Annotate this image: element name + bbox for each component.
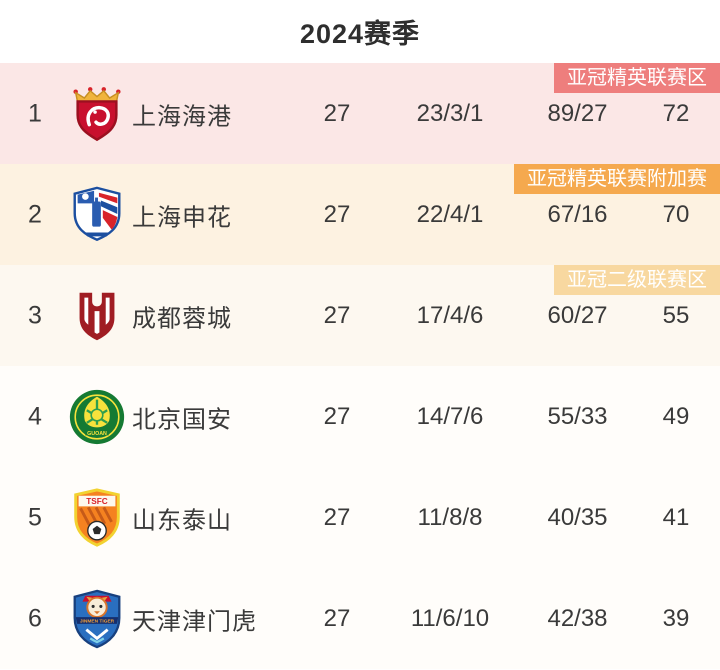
svg-text:JINMEN TIGER: JINMEN TIGER bbox=[80, 618, 115, 624]
win-draw-loss: 17/4/6 bbox=[416, 301, 484, 329]
points: 49 bbox=[662, 402, 690, 430]
goals-for-against: 42/38 bbox=[547, 604, 608, 632]
table-row[interactable]: 4 GUOAN 北京国安 27 14/7/6 55/33 49 bbox=[0, 366, 720, 467]
team-name: 上海海港 bbox=[132, 103, 232, 130]
goals-for-against: 60/27 bbox=[547, 301, 608, 329]
chengdu-rongcheng-logo-icon bbox=[66, 285, 128, 347]
svg-text:TSFC: TSFC bbox=[86, 496, 108, 505]
beijing-guoan-logo-icon: GUOAN bbox=[66, 386, 128, 448]
table-row[interactable]: 5 TSFC 山东泰山 27 11/8/8 40/35 41 bbox=[0, 467, 720, 568]
rank-cell: 2 bbox=[28, 200, 42, 228]
rank-cell: 1 bbox=[28, 99, 42, 127]
points: 70 bbox=[662, 200, 690, 228]
win-draw-loss: 22/4/1 bbox=[416, 200, 484, 228]
goals-for-against: 55/33 bbox=[547, 402, 608, 430]
table-row[interactable]: 亚冠精英联赛附加赛 2 上海申花 27 22/4/1 67/16 bbox=[0, 164, 720, 265]
rank-cell: 6 bbox=[28, 604, 42, 632]
points: 55 bbox=[662, 301, 690, 329]
page-header: 2024赛季 bbox=[0, 0, 720, 63]
rank-cell: 4 bbox=[28, 402, 42, 430]
team-name: 天津津门虎 bbox=[132, 608, 257, 635]
shanghai-shenhua-logo-icon bbox=[66, 184, 128, 246]
team-name: 山东泰山 bbox=[132, 507, 232, 534]
rank-cell: 3 bbox=[28, 301, 42, 329]
zone-badge: 亚冠二级联赛区 bbox=[554, 265, 720, 295]
team-name: 成都蓉城 bbox=[132, 305, 232, 332]
games-played: 27 bbox=[323, 503, 351, 531]
tianjin-jinmen-tiger-logo-icon: JINMEN TIGER bbox=[66, 588, 128, 650]
table-row[interactable]: 亚冠二级联赛区 3 成都蓉城 27 17/4/6 60/27 55 bbox=[0, 265, 720, 366]
goals-for-against: 40/35 bbox=[547, 503, 608, 531]
table-row[interactable]: 亚冠精英联赛区 1 上海海港 27 23/3/1 89/27 72 bbox=[0, 63, 720, 164]
games-played: 27 bbox=[323, 99, 351, 127]
games-played: 27 bbox=[323, 402, 351, 430]
team-name: 上海申花 bbox=[132, 204, 232, 231]
page-title: 2024赛季 bbox=[299, 19, 421, 49]
shandong-taishan-logo-icon: TSFC bbox=[66, 487, 128, 549]
goals-for-against: 67/16 bbox=[547, 200, 608, 228]
shanghai-port-logo-icon bbox=[66, 83, 128, 145]
svg-text:GUOAN: GUOAN bbox=[87, 430, 107, 436]
win-draw-loss: 11/6/10 bbox=[410, 604, 490, 632]
win-draw-loss: 14/7/6 bbox=[416, 402, 484, 430]
rank-cell: 5 bbox=[28, 503, 42, 531]
win-draw-loss: 23/3/1 bbox=[416, 99, 484, 127]
standings-table: 亚冠精英联赛区 1 上海海港 27 23/3/1 89/27 72 亚冠精英联赛… bbox=[0, 63, 720, 669]
games-played: 27 bbox=[323, 200, 351, 228]
points: 72 bbox=[662, 99, 690, 127]
points: 39 bbox=[662, 604, 690, 632]
win-draw-loss: 11/8/8 bbox=[417, 503, 483, 531]
table-row[interactable]: 6 JINMEN TIGER 天津津门虎 27 11/6/10 42/ bbox=[0, 568, 720, 669]
points: 41 bbox=[662, 503, 690, 531]
zone-badge: 亚冠精英联赛附加赛 bbox=[514, 164, 720, 194]
goals-for-against: 89/27 bbox=[547, 99, 608, 127]
games-played: 27 bbox=[323, 604, 351, 632]
games-played: 27 bbox=[323, 301, 351, 329]
team-name: 北京国安 bbox=[132, 406, 232, 433]
zone-badge: 亚冠精英联赛区 bbox=[554, 63, 720, 93]
